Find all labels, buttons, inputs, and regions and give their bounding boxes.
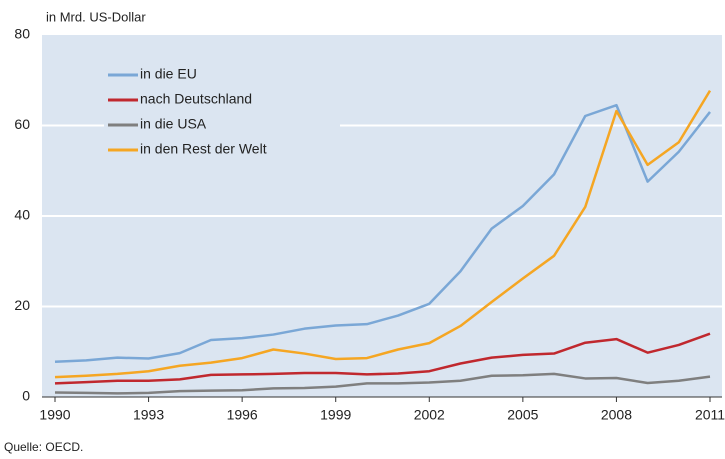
- x-tick-label: 1990: [39, 407, 70, 423]
- y-tick-label: 20: [14, 297, 30, 313]
- legend-label: nach Deutschland: [140, 91, 252, 107]
- x-tick-label: 1999: [320, 407, 351, 423]
- x-tick-label: 2002: [414, 407, 445, 423]
- series-line: [54, 103, 711, 363]
- series-line: [54, 372, 711, 395]
- y-axis-label: in Mrd. US-Dollar: [46, 9, 146, 24]
- y-tick-label: 60: [14, 116, 30, 132]
- x-tick-label: 1993: [133, 407, 164, 423]
- series-line: [54, 332, 711, 385]
- y-tick-label: 80: [14, 26, 30, 42]
- x-tick-label: 1996: [227, 407, 258, 423]
- y-tick-label: 0: [22, 388, 30, 404]
- x-tick-label: 2011: [695, 407, 725, 423]
- x-tick-label: 2008: [601, 407, 632, 423]
- series-line: [54, 90, 712, 379]
- y-tick-label: 40: [14, 207, 30, 223]
- legend-label: in die EU: [140, 66, 197, 82]
- legend-label: in den Rest der Welt: [140, 141, 267, 157]
- legend-background: [104, 61, 340, 167]
- x-tick-label: 2005: [507, 407, 538, 423]
- source: Quelle: OECD.: [4, 440, 83, 454]
- legend-label: in die USA: [140, 116, 207, 132]
